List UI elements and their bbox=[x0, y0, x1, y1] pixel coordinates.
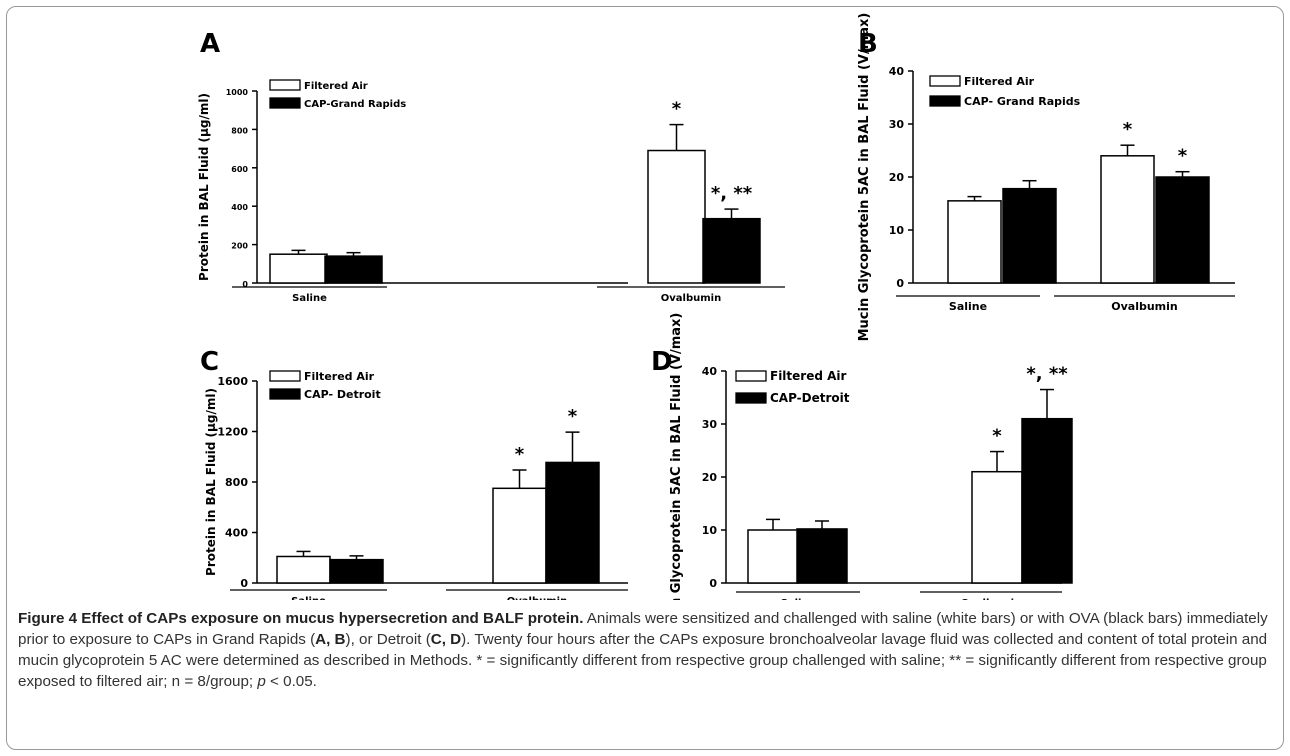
legend-label: Filtered Air bbox=[304, 81, 368, 92]
significance-label: *, ** bbox=[711, 183, 753, 204]
y-tick-label: 40 bbox=[702, 365, 718, 378]
y-tick-label: 200 bbox=[231, 242, 248, 251]
bar bbox=[647, 149, 706, 284]
y-tick-label: 800 bbox=[225, 476, 248, 489]
y-tick-label: 40 bbox=[889, 65, 905, 78]
y-axis-label: Protein in BAL Fluid (µg/ml) bbox=[197, 93, 211, 281]
y-tick-label: 0 bbox=[242, 280, 248, 289]
x-category-label: Saline bbox=[292, 293, 327, 304]
bar bbox=[747, 529, 799, 584]
x-category-label: Ovalbumin bbox=[507, 596, 567, 600]
y-tick-label: 0 bbox=[709, 577, 717, 590]
y-tick-label: 30 bbox=[702, 418, 718, 431]
significance-label: * bbox=[568, 406, 578, 427]
panel-letter: A bbox=[200, 29, 220, 59]
y-tick-label: 800 bbox=[231, 126, 248, 135]
panel-letter: B bbox=[858, 29, 878, 59]
x-category-label: Saline bbox=[291, 596, 326, 600]
y-axis-label: Protein in BAL Fluid (µg/ml) bbox=[204, 388, 218, 576]
significance-label: * bbox=[515, 444, 525, 465]
bar bbox=[545, 461, 600, 584]
legend-label: Filtered Air bbox=[304, 370, 375, 383]
significance-label: *, ** bbox=[1026, 364, 1068, 385]
caption-text-1: Animals were sensitized and challenged w… bbox=[18, 610, 1268, 648]
caption-text-3: ). Twenty four hours after the CAPs expo… bbox=[18, 631, 1268, 690]
y-axis-label: Mucin Glycoprotein 5AC in BAL Fluid (V/m… bbox=[857, 13, 872, 342]
y-tick-label: 0 bbox=[896, 277, 904, 290]
figure-caption: Figure 4 Effect of CAPs exposure on mucu… bbox=[18, 608, 1268, 692]
bar bbox=[329, 558, 384, 584]
x-category-label: Ovalbumin bbox=[1111, 300, 1177, 313]
caption-bold-cd: C, D bbox=[430, 631, 462, 648]
significance-label: * bbox=[1178, 146, 1188, 167]
bar bbox=[276, 555, 331, 584]
y-tick-label: 30 bbox=[889, 118, 905, 131]
y-tick-label: 20 bbox=[889, 171, 905, 184]
bar bbox=[1155, 176, 1210, 284]
caption-p: p bbox=[257, 673, 266, 690]
legend-swatch bbox=[269, 388, 301, 400]
legend-swatch bbox=[269, 97, 301, 109]
y-axis-label: Mucin Glycoprotein 5AC in BAL Fluid (V/m… bbox=[669, 313, 684, 600]
x-category-label: Saline bbox=[949, 300, 987, 313]
bar bbox=[1002, 187, 1057, 284]
y-tick-label: 0 bbox=[240, 577, 248, 590]
bar bbox=[971, 470, 1023, 584]
legend-swatch bbox=[269, 79, 301, 91]
y-tick-label: 20 bbox=[702, 471, 718, 484]
bar bbox=[324, 255, 383, 284]
bar bbox=[947, 200, 1002, 284]
y-tick-label: 1600 bbox=[217, 375, 248, 388]
y-tick-label: 400 bbox=[231, 203, 248, 212]
caption-text-4: < 0.05. bbox=[265, 673, 317, 690]
y-tick-label: 10 bbox=[889, 224, 905, 237]
y-tick-label: 400 bbox=[225, 527, 248, 540]
legend-label: Filtered Air bbox=[964, 75, 1035, 88]
y-tick-label: 10 bbox=[702, 524, 718, 537]
legend-label: Filtered Air bbox=[770, 369, 847, 383]
legend-label: CAP-Grand Rapids bbox=[304, 99, 406, 110]
bar bbox=[796, 528, 848, 584]
legend-swatch bbox=[929, 75, 961, 87]
legend-label: CAP- Detroit bbox=[304, 388, 381, 401]
y-tick-label: 600 bbox=[231, 165, 248, 174]
x-category-label: Ovalbumin bbox=[961, 598, 1021, 600]
legend-swatch bbox=[929, 95, 961, 107]
significance-label: * bbox=[672, 99, 682, 120]
y-tick-label: 1000 bbox=[226, 88, 249, 97]
chart-panel-b: B 0 10 20 30 40 Mucin Glycoprotein 5AC in BAL … bbox=[857, 13, 1235, 342]
legend-swatch bbox=[269, 370, 301, 382]
bar bbox=[1021, 417, 1073, 584]
panel-letter: D bbox=[651, 347, 673, 377]
legend-label: CAP-Detroit bbox=[770, 391, 850, 405]
caption-bold-ab: A, B bbox=[315, 631, 346, 648]
significance-label: * bbox=[992, 426, 1002, 447]
x-category-label: Saline bbox=[781, 598, 816, 600]
x-category-label: Ovalbumin bbox=[661, 293, 721, 304]
caption-text-2: ), or Detroit ( bbox=[345, 631, 431, 648]
legend-label: CAP- Grand Rapids bbox=[964, 95, 1081, 108]
bar bbox=[269, 253, 328, 284]
chart-panel-d: D 0 10 20 30 40 Mucin Glycoprotein 5AC in BAL … bbox=[651, 313, 1073, 600]
panel-letter: C bbox=[200, 347, 219, 377]
bar bbox=[492, 487, 547, 584]
caption-title: Figure 4 Effect of CAPs exposure on mucu… bbox=[18, 610, 584, 627]
legend-swatch bbox=[735, 370, 767, 382]
bar bbox=[702, 217, 761, 284]
y-tick-label: 1200 bbox=[217, 426, 248, 439]
significance-label: * bbox=[1123, 119, 1133, 140]
legend-swatch bbox=[735, 392, 767, 404]
bar bbox=[1100, 155, 1155, 284]
figure-frame bbox=[6, 6, 1284, 750]
chart-panel-a: A 0 200 400 600 800 1000 Protein in BAL Fluid (… bbox=[197, 29, 785, 304]
